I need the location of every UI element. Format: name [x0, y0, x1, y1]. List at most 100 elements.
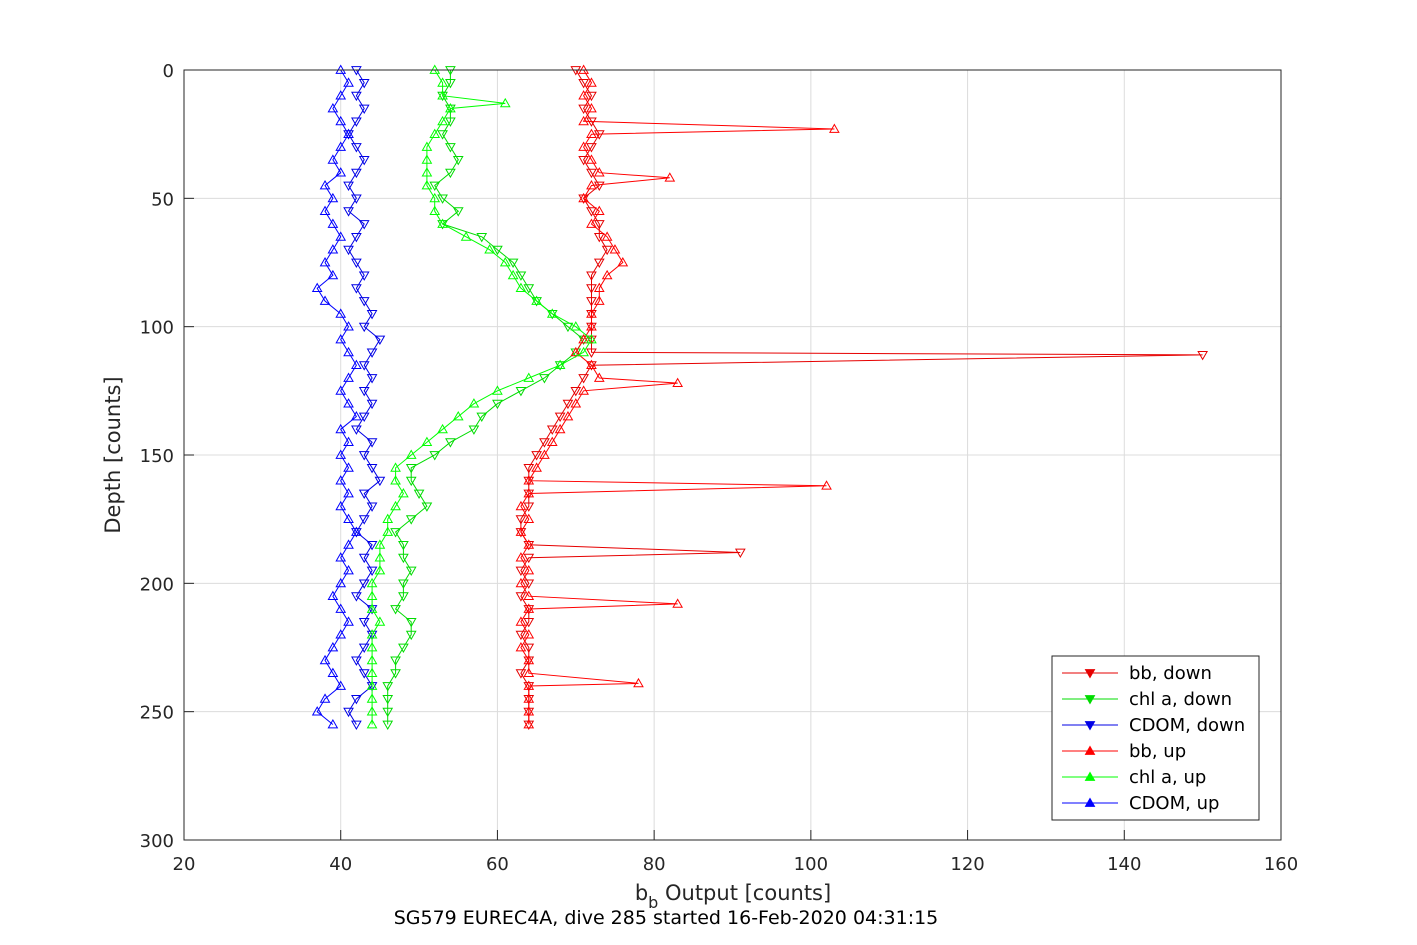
- data-point: [445, 143, 456, 153]
- data-point: [335, 603, 347, 613]
- y-tick-label: 100: [140, 318, 174, 339]
- data-point: [335, 500, 347, 511]
- data-point: [672, 598, 684, 608]
- data-point: [366, 577, 378, 588]
- data-point: [351, 359, 362, 370]
- data-point: [390, 500, 401, 511]
- series-bb-up: [515, 64, 840, 729]
- data-point: [335, 385, 347, 395]
- x-tick-label: 140: [1107, 854, 1141, 875]
- data-point: [515, 526, 527, 536]
- data-point: [523, 643, 535, 654]
- data-point: [374, 539, 386, 549]
- data-point: [335, 115, 347, 126]
- series-cdom-up: [311, 64, 362, 729]
- series-chl-a-up: [366, 64, 597, 729]
- data-point: [358, 322, 370, 333]
- data-point: [523, 463, 535, 474]
- data-point: [319, 693, 331, 703]
- y-tick-label: 250: [140, 703, 174, 724]
- data-point: [366, 399, 378, 410]
- data-point: [554, 412, 566, 423]
- data-point: [351, 258, 362, 269]
- data-point: [382, 682, 394, 692]
- data-point: [586, 168, 597, 179]
- data-point: [437, 130, 448, 140]
- data-point: [343, 207, 354, 217]
- data-point: [531, 295, 542, 305]
- data-point: [358, 220, 370, 230]
- data-point: [476, 412, 488, 423]
- data-point: [343, 346, 354, 357]
- data-point: [515, 386, 527, 397]
- series-line: [387, 70, 585, 725]
- data-point: [335, 680, 347, 690]
- data-point: [586, 91, 597, 102]
- data-point: [523, 654, 535, 665]
- data-point: [374, 476, 386, 487]
- data-point: [633, 677, 644, 688]
- data-point: [319, 256, 331, 267]
- data-point: [586, 77, 597, 87]
- data-point: [586, 271, 597, 281]
- data-point: [358, 579, 370, 589]
- data-point: [593, 130, 605, 140]
- data-point: [445, 66, 456, 76]
- data-point: [405, 476, 417, 487]
- data-point: [452, 155, 464, 166]
- legend-marker: [1084, 669, 1096, 679]
- data-point: [507, 258, 519, 269]
- data-point: [390, 656, 401, 666]
- legend-item: CDOM, up: [1062, 793, 1219, 814]
- data-point: [445, 438, 456, 448]
- data-point: [586, 361, 597, 371]
- data-point: [343, 436, 354, 447]
- data-point: [366, 502, 378, 512]
- data-point: [421, 141, 433, 151]
- data-point: [578, 78, 589, 89]
- x-tick-label: 60: [486, 854, 509, 875]
- data-point: [374, 335, 386, 346]
- data-point: [437, 194, 448, 204]
- data-point: [523, 718, 535, 729]
- data-point: [445, 168, 456, 179]
- data-point: [437, 77, 448, 87]
- data-point: [593, 181, 605, 192]
- data-point: [523, 682, 535, 692]
- data-point: [539, 438, 550, 448]
- x-tick-label: 20: [173, 854, 196, 875]
- data-point: [492, 399, 503, 410]
- data-point: [335, 449, 347, 459]
- data-point: [829, 123, 840, 133]
- data-point: [523, 539, 535, 549]
- data-point: [492, 385, 503, 395]
- data-point: [734, 548, 746, 559]
- data-point: [327, 244, 339, 254]
- data-point: [578, 385, 589, 395]
- data-point: [358, 669, 370, 679]
- data-point: [366, 463, 378, 474]
- data-point: [351, 526, 362, 536]
- data-point: [343, 616, 354, 626]
- data-point: [445, 104, 456, 115]
- data-point: [366, 566, 378, 577]
- data-point: [366, 693, 378, 703]
- data-point: [601, 245, 613, 256]
- data-point: [374, 552, 386, 562]
- data-point: [570, 321, 582, 331]
- data-point: [523, 656, 535, 666]
- data-point: [539, 449, 550, 459]
- x-axis-label-rest: Output [counts]: [658, 881, 831, 905]
- data-point: [429, 181, 441, 192]
- data-point: [586, 143, 597, 153]
- legend-marker: [1084, 745, 1096, 755]
- data-point: [327, 590, 339, 601]
- data-point: [398, 579, 409, 589]
- data-point: [382, 694, 394, 705]
- y-tick-label: 0: [163, 61, 174, 82]
- data-point: [351, 143, 362, 153]
- data-point: [382, 513, 394, 524]
- data-point: [578, 64, 589, 74]
- data-point: [351, 720, 362, 731]
- series-bb-down: [515, 66, 1209, 731]
